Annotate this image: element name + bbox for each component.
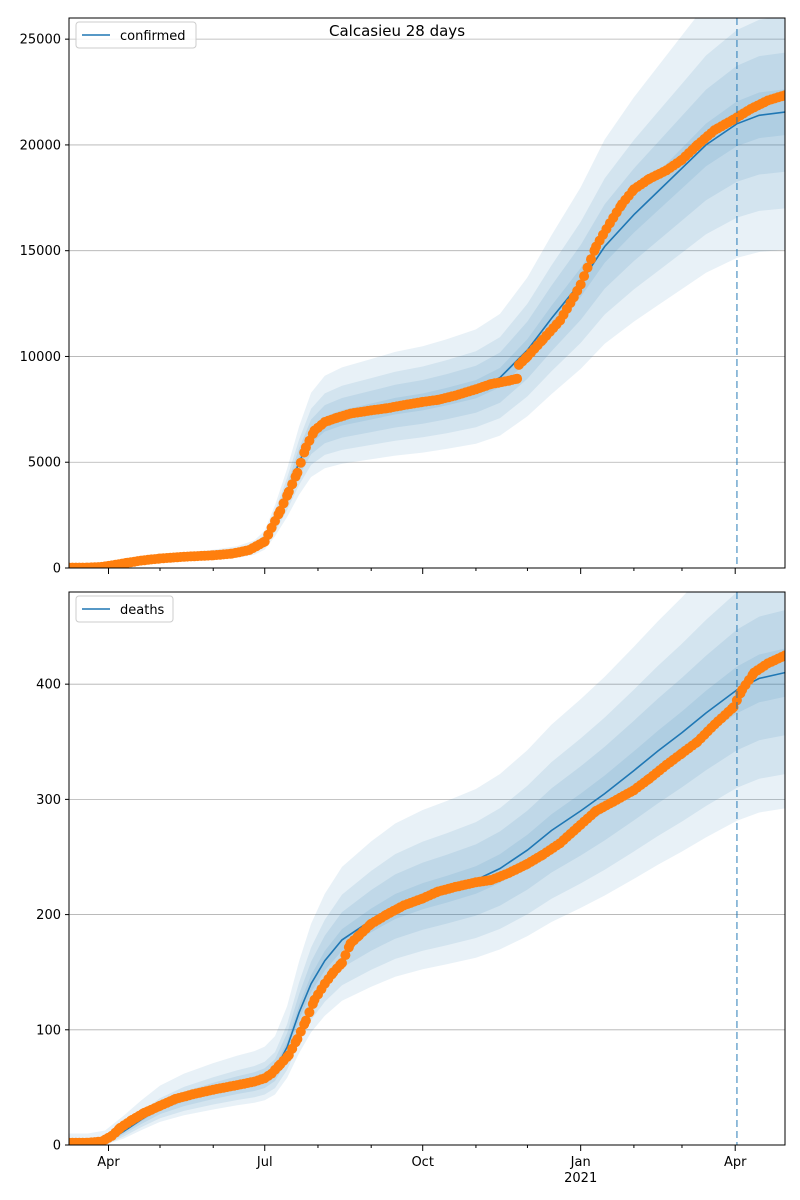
uncertainty-bands: [69, 18, 785, 568]
observed-point: [582, 262, 593, 273]
observed-point: [292, 467, 303, 478]
y-tick-label: 400: [36, 678, 61, 693]
x-tick-label: Jul: [256, 1155, 273, 1170]
observed-point: [579, 271, 590, 282]
observed-point: [512, 373, 523, 384]
observed-point: [275, 505, 286, 516]
x-tick-label: Apr: [724, 1155, 747, 1170]
axes-frame: [68, 17, 786, 569]
observed-point: [295, 457, 306, 468]
y-tick-label: 200: [36, 908, 61, 923]
y-tick-label: 0: [53, 562, 61, 577]
legend-box: [75, 21, 197, 49]
confidence-band: [69, 18, 785, 568]
observed-point: [337, 958, 347, 968]
observed-point: [586, 254, 596, 265]
y-tick-label: 15000: [20, 244, 61, 259]
deaths-panel: 0 100 200 300 400 Apr Jul Oct Jan Apr 2021 deaths: [36, 591, 786, 1186]
confirmed-panel: 0 5000 10000 15000 20000 25000 confirmed: [20, 17, 786, 577]
observed-point: [780, 650, 785, 661]
y-tick-label: 0: [53, 1139, 61, 1154]
confidence-band: [69, 610, 785, 1145]
confidence-band: [69, 592, 785, 1145]
y-tick-label: 20000: [20, 138, 61, 153]
x-tick-label: Jan: [570, 1155, 591, 1170]
observed-point: [287, 479, 298, 490]
legend-box: [75, 595, 174, 623]
y-tick-label: 10000: [20, 350, 61, 365]
legend-label: deaths: [120, 603, 165, 618]
y-tick-label: 100: [36, 1023, 61, 1038]
y-tick-label: 5000: [28, 456, 61, 471]
x-year-label: 2021: [564, 1171, 597, 1186]
observed-points: [69, 90, 785, 568]
y-tick-label: 300: [36, 793, 61, 808]
observed-point: [283, 486, 294, 497]
legend-label: confirmed: [120, 29, 186, 44]
observed-point: [304, 1007, 315, 1018]
observed-point: [575, 279, 586, 290]
observed-point: [300, 1015, 311, 1026]
x-tick-label: Apr: [97, 1155, 120, 1170]
axes-frame: [68, 591, 786, 1146]
confidence-band: [69, 18, 785, 568]
observed-point: [340, 950, 351, 961]
observed-points: [69, 650, 785, 1145]
observed-point: [278, 498, 289, 509]
confidence-band: [69, 52, 785, 568]
x-tick-label: Oct: [411, 1155, 433, 1170]
y-tick-label: 25000: [20, 33, 61, 48]
uncertainty-bands: [69, 592, 785, 1145]
observed-point: [780, 90, 785, 101]
confidence-band: [69, 592, 785, 1145]
figure-title: Calcasieu 28 days: [329, 22, 465, 40]
